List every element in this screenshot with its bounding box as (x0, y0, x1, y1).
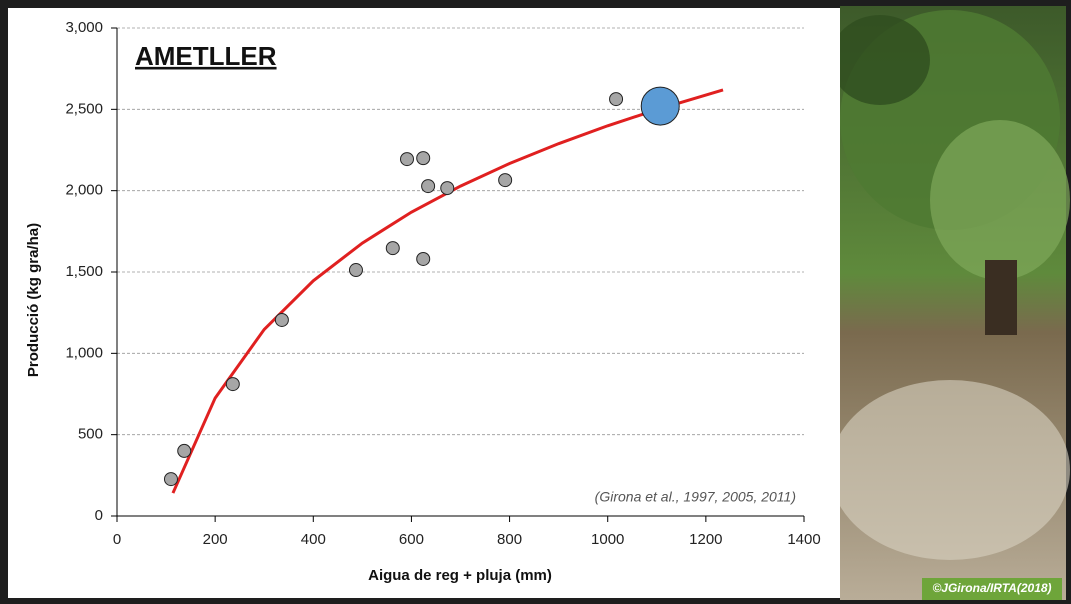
point (163, 472, 178, 487)
x-tick-label: 0 (113, 531, 121, 548)
x-tick-label: 800 (497, 531, 522, 548)
y-tick-label: 0 (95, 507, 103, 524)
tree-trunk (985, 260, 1017, 335)
x-tick-label: 1000 (591, 531, 624, 548)
photo (830, 6, 1070, 600)
photo-credit: ©JGirona/IRTA(2018) (932, 581, 1051, 595)
x-tick-label: 1400 (787, 531, 820, 548)
point (416, 251, 431, 266)
path (830, 380, 1070, 560)
x-tick-label: 200 (203, 531, 228, 548)
point (640, 86, 680, 126)
point (274, 312, 289, 327)
point (177, 443, 192, 458)
point (609, 92, 624, 107)
y-axis-label: Producció (kg gra/ha) (25, 223, 42, 377)
chart-title: AMETLLER (135, 41, 277, 71)
y-tick-label: 1,000 (65, 344, 103, 361)
chart-area (8, 8, 840, 598)
point (498, 173, 513, 188)
point (400, 152, 415, 167)
point (348, 263, 363, 278)
y-tick-label: 1,500 (65, 263, 103, 280)
x-tick-label: 1200 (689, 531, 722, 548)
tree-canopy (930, 120, 1070, 280)
x-axis-label: Aigua de reg + pluja (mm) (368, 567, 552, 584)
point (225, 377, 240, 392)
y-tick-label: 2,500 (65, 100, 103, 117)
tree-canopy (830, 15, 930, 105)
annotation: (Girona et al., 1997, 2005, 2011) (595, 489, 796, 505)
credit-box (922, 578, 1062, 600)
y-tick-label: 2,000 (65, 182, 103, 199)
point (440, 181, 455, 196)
point (421, 179, 436, 194)
point (385, 241, 400, 256)
x-tick-label: 600 (399, 531, 424, 548)
point (416, 151, 431, 166)
y-tick-label: 3,000 (65, 19, 103, 36)
fit-curve (171, 88, 724, 494)
x-tick-label: 400 (301, 531, 326, 548)
y-tick-label: 500 (78, 426, 103, 443)
